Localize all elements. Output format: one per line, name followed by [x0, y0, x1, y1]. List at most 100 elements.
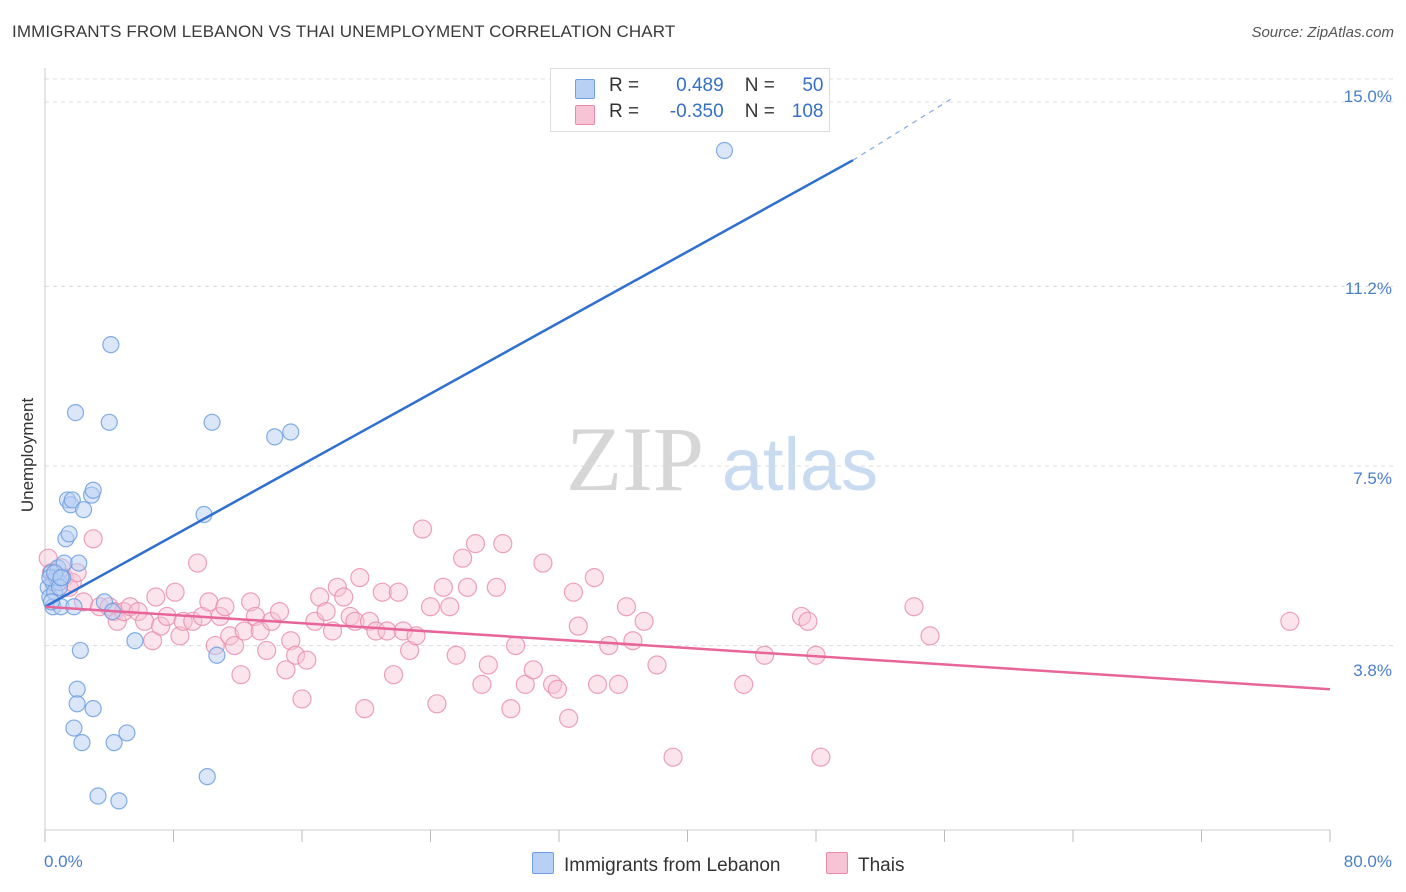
- thais-point: [634, 611, 654, 631]
- thais-point: [269, 601, 290, 622]
- lebanon-point: [110, 792, 128, 810]
- lebanon-point: [73, 734, 91, 752]
- thais-point: [388, 582, 408, 602]
- n-label: N =: [744, 75, 775, 96]
- thais-point: [170, 626, 190, 646]
- pink-swatch-icon: [826, 852, 848, 874]
- r-value: 0.489: [676, 75, 724, 96]
- thais-point: [377, 621, 397, 641]
- thais-point: [533, 553, 553, 573]
- lebanon-point: [266, 428, 284, 446]
- pink-swatch-icon: [575, 105, 595, 125]
- y-tick-label: 15.0%: [1343, 87, 1392, 106]
- thais-point: [350, 568, 370, 588]
- x-tick-label: 80.0%: [1343, 852, 1392, 871]
- thais-trendline: [44, 605, 1331, 691]
- thais-point: [493, 534, 513, 554]
- r-label: R =: [609, 101, 640, 122]
- thais-point: [647, 655, 667, 675]
- thais-point: [446, 645, 466, 665]
- thais-point: [241, 592, 261, 612]
- thais-point: [316, 601, 336, 622]
- thais-point: [143, 631, 163, 651]
- lebanon-point: [71, 641, 89, 660]
- thais-point: [457, 577, 478, 597]
- thais-point: [663, 747, 683, 767]
- thais-point: [334, 587, 354, 607]
- lebanon-point: [198, 768, 216, 786]
- lebanon-point: [282, 423, 300, 441]
- thais-point: [568, 616, 588, 636]
- thais-point: [433, 577, 453, 597]
- thais-point: [220, 626, 240, 646]
- thais-point: [187, 553, 208, 573]
- thais-point: [83, 529, 103, 549]
- thais-point: [420, 597, 441, 617]
- lebanon-point: [100, 413, 118, 431]
- legend-label: Immigrants from Lebanon: [564, 855, 781, 876]
- r-label: R =: [609, 75, 640, 96]
- lebanon-point: [102, 336, 120, 354]
- thais-point: [501, 699, 521, 719]
- thais-point: [231, 665, 251, 685]
- y-tick-label: 3.8%: [1353, 661, 1392, 680]
- thais-point: [523, 660, 543, 680]
- thais-point: [754, 645, 775, 665]
- n-value: 108: [791, 101, 824, 122]
- thais-point: [297, 650, 317, 670]
- blue-swatch-icon: [575, 79, 595, 99]
- lebanon-point: [68, 680, 86, 698]
- thais-point: [199, 592, 219, 612]
- thais-point: [616, 597, 637, 617]
- lebanon-point: [84, 481, 102, 499]
- thais-point: [234, 621, 254, 641]
- thais-point: [920, 626, 940, 646]
- thais-point: [440, 597, 460, 617]
- lebanon-point: [70, 554, 88, 572]
- legend-item-thais: Thais: [826, 852, 904, 877]
- thais-point: [359, 611, 380, 631]
- thais-point: [165, 582, 185, 602]
- y-axis-label: Unemployment: [18, 397, 37, 513]
- y-tick-label: 11.2%: [1345, 279, 1392, 298]
- thais-point: [1280, 611, 1300, 631]
- lebanon-point: [84, 700, 102, 718]
- thais-point: [599, 635, 619, 656]
- lebanon-point: [63, 491, 81, 509]
- thais-point: [327, 577, 347, 597]
- lebanon-point: [52, 569, 70, 587]
- thais-point: [383, 665, 404, 685]
- n-label: N =: [744, 101, 775, 122]
- thais-point: [486, 577, 506, 597]
- watermark-atlas: atlas: [722, 423, 878, 506]
- thais-point: [157, 606, 177, 627]
- watermark-zip: ZIP: [566, 408, 704, 510]
- lebanon-point: [74, 501, 93, 519]
- lebanon-trendline: [44, 159, 854, 608]
- thais-point: [559, 708, 579, 728]
- chart-title: IMMIGRANTS FROM LEBANON VS THAI UNEMPLOY…: [12, 22, 676, 41]
- y-tick-label: 7.5%: [1353, 469, 1392, 488]
- lebanon-point: [118, 724, 136, 742]
- thais-point: [412, 519, 433, 539]
- thais-point: [285, 645, 306, 665]
- r-value: -0.350: [669, 101, 724, 122]
- thais-point: [587, 674, 608, 694]
- lebanon-point: [89, 787, 107, 805]
- thais-point: [904, 597, 924, 617]
- lebanon-point: [65, 598, 83, 616]
- lebanon-point: [715, 141, 734, 160]
- thais-point: [584, 568, 604, 588]
- lebanon-point: [66, 403, 85, 422]
- thais-point: [146, 587, 166, 607]
- legend-item-lebanon: Immigrants from Lebanon: [532, 852, 781, 877]
- thais-point: [215, 597, 235, 617]
- thais-point: [623, 631, 643, 651]
- thais-point: [257, 640, 277, 661]
- x-tick-label: 0.0%: [44, 852, 83, 871]
- lebanon-point: [60, 525, 78, 543]
- thais-point: [372, 582, 392, 602]
- lebanon-point: [68, 695, 86, 713]
- thais-point: [281, 631, 301, 651]
